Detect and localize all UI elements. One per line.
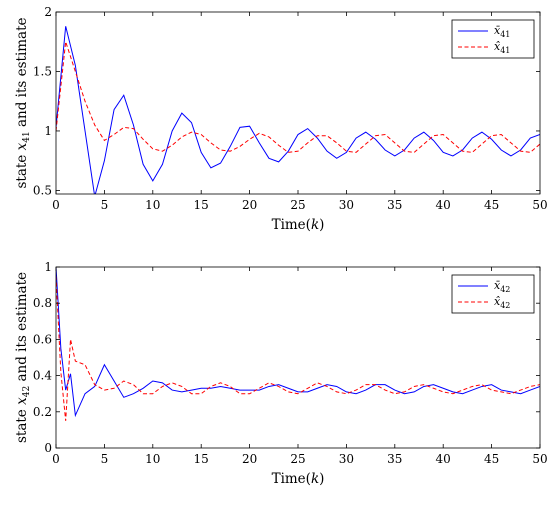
x-tick-label: 10 bbox=[145, 198, 160, 212]
x-tick-label: 45 bbox=[484, 452, 499, 466]
x-tick-label: 10 bbox=[145, 452, 160, 466]
x-tick-label: 30 bbox=[339, 452, 354, 466]
x-tick-label: 5 bbox=[101, 452, 109, 466]
y-tick-label: 0.4 bbox=[33, 369, 52, 383]
x-tick-label: 35 bbox=[387, 198, 402, 212]
y-tick-label: 1 bbox=[44, 124, 52, 138]
series-line-1 bbox=[56, 267, 540, 418]
legend-label: x̄41 bbox=[494, 24, 510, 39]
x-tick-label: 25 bbox=[290, 452, 305, 466]
y-tick-label: 0.5 bbox=[33, 183, 52, 197]
series-line-2 bbox=[56, 41, 540, 153]
subplot-1: 0 5 10 15 20 25 30 35 40 45 50 0.5 1 1.5 2 Time(k) state… bbox=[14, 5, 548, 233]
y-tick-label: 1.5 bbox=[33, 64, 52, 78]
x-tick-label: 35 bbox=[387, 452, 402, 466]
y-tick-label: 0 bbox=[44, 441, 52, 455]
x-tick-label: 50 bbox=[532, 452, 547, 466]
x-tick-label: 20 bbox=[242, 452, 257, 466]
legend: x̄42x̂42 bbox=[451, 274, 535, 314]
y-tick-label: 1 bbox=[44, 260, 52, 274]
x-tick-label: 0 bbox=[52, 198, 60, 212]
x-tick-label: 5 bbox=[101, 198, 109, 212]
x-tick-label: 20 bbox=[242, 198, 257, 212]
x-axis-label: Time(k) bbox=[272, 471, 325, 487]
x-tick-label: 0 bbox=[52, 452, 60, 466]
y-tick-label: 0.6 bbox=[33, 332, 52, 346]
y-axis-label: state x42 and its estimate bbox=[14, 272, 32, 443]
x-axis-label: Time(k) bbox=[272, 217, 325, 233]
x-tick-label: 15 bbox=[194, 198, 209, 212]
y-tick-label: 0.2 bbox=[33, 405, 52, 419]
x-tick-label: 45 bbox=[484, 198, 499, 212]
x-tick-label: 15 bbox=[194, 452, 209, 466]
x-tick-label: 40 bbox=[436, 198, 451, 212]
y-tick-label: 2 bbox=[44, 5, 52, 19]
legend-box bbox=[451, 19, 535, 59]
y-tick-label: 0.8 bbox=[33, 296, 52, 310]
series-line-1 bbox=[56, 26, 540, 194]
x-tick-label: 25 bbox=[290, 198, 305, 212]
x-tick-label: 30 bbox=[339, 198, 354, 212]
legend-label: x̂41 bbox=[494, 40, 510, 55]
legend: x̄41x̂41 bbox=[451, 19, 535, 59]
legend-box bbox=[451, 274, 535, 314]
legend-label: x̄42 bbox=[494, 279, 510, 294]
y-axis-label: state x41 and its estimate bbox=[14, 17, 32, 188]
subplot-2: 0 5 10 15 20 25 30 35 40 45 50 0 0.2 0.4 0.6 0.8 1 Time(k… bbox=[14, 260, 548, 487]
x-tick-label: 50 bbox=[532, 198, 547, 212]
legend-label: x̂42 bbox=[494, 295, 510, 310]
x-tick-label: 40 bbox=[436, 452, 451, 466]
